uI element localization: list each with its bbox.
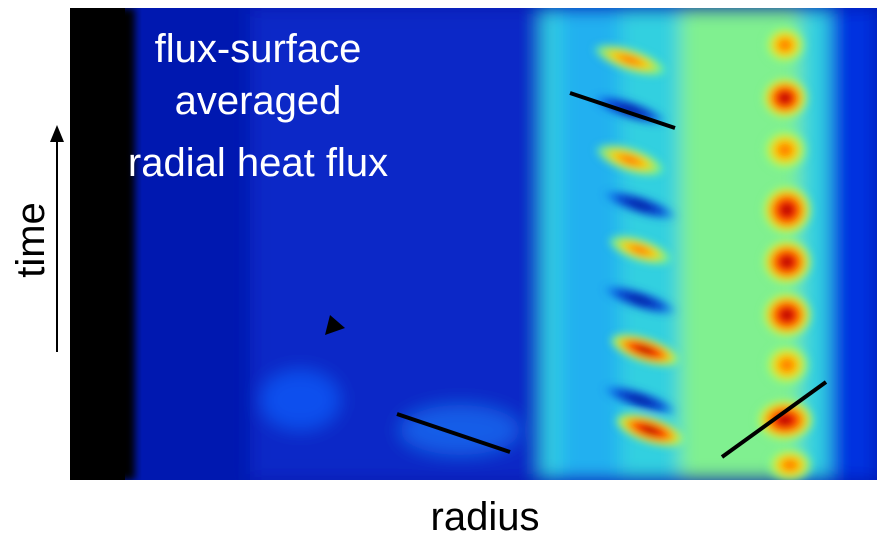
- y-label: time: [9, 202, 53, 278]
- annotation: averaged: [175, 79, 342, 123]
- annotation: radial heat flux: [128, 141, 388, 185]
- arrow-head: [50, 125, 64, 142]
- annotation: flux-surface: [155, 27, 362, 71]
- slope-line: [569, 91, 676, 130]
- x-label: radius: [431, 495, 540, 536]
- slope-line: [396, 412, 511, 454]
- heatmap: [70, 8, 877, 480]
- slope-line: [720, 380, 828, 459]
